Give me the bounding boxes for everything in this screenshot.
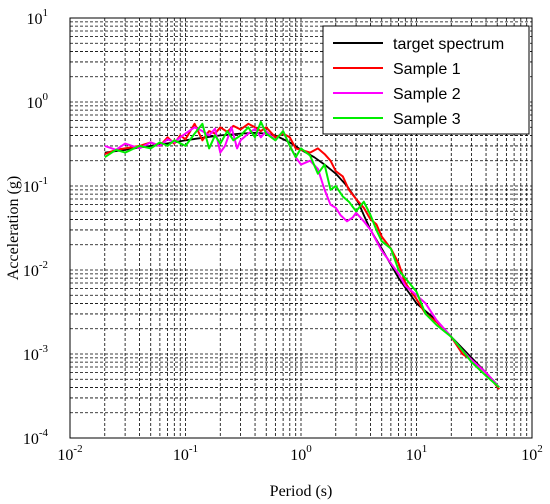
- legend-label: Sample 3: [393, 111, 461, 128]
- y-tick-label: 101: [27, 7, 49, 28]
- x-axis-label: Period (s): [270, 483, 333, 500]
- legend: target spectrum Sample 1 Sample 2 Sample 3: [322, 25, 530, 135]
- series-line-sample-2: [104, 126, 500, 389]
- axis-ticks: 10-2 10-1 100 101 102 10-4 10-3 10-2 10-1 100 101: [23, 7, 543, 464]
- x-tick-label: 101: [406, 443, 428, 464]
- series-lines: [104, 120, 500, 390]
- legend-label: Sample 1: [393, 61, 461, 78]
- x-tick-label: 10-1: [173, 443, 198, 464]
- y-tick-label: 100: [27, 91, 49, 112]
- legend-label: target spectrum: [393, 36, 504, 53]
- x-tick-label: 10-2: [57, 443, 82, 464]
- y-tick-label: 10-3: [23, 343, 49, 364]
- series-line-sample-3: [104, 120, 500, 389]
- y-tick-label: 10-4: [23, 427, 49, 448]
- plot-frame: [69, 17, 533, 439]
- y-axis-label: Acceleration (g): [5, 176, 22, 280]
- x-tick-label: 102: [521, 443, 543, 464]
- y-tick-label: 10-2: [23, 259, 48, 280]
- x-tick-label: 100: [290, 443, 312, 464]
- legend-label: Sample 2: [393, 86, 461, 103]
- y-tick-label: 10-1: [23, 175, 48, 196]
